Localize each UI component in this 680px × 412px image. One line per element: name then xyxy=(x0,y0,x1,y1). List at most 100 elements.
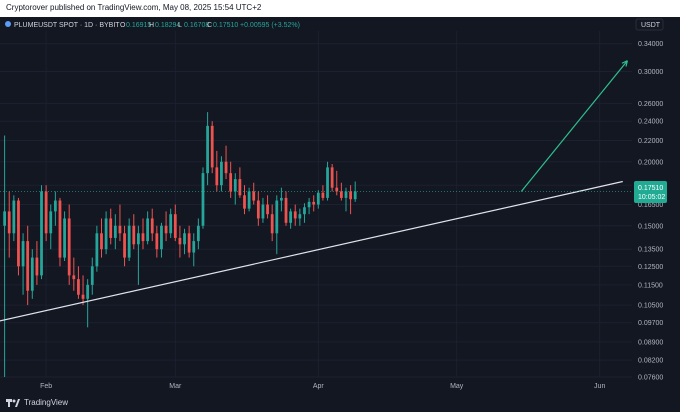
y-tick-label: 0.16500 xyxy=(638,202,663,209)
candle-body xyxy=(183,233,186,245)
last-price-tag: 0.17510 10:05:02 xyxy=(634,181,667,203)
price-tag-countdown: 10:05:02 xyxy=(638,194,665,201)
projection-arrow-head xyxy=(625,60,628,67)
y-tick-label: 0.07600 xyxy=(638,375,663,382)
candle-body xyxy=(233,179,237,192)
candle-body xyxy=(3,211,6,226)
candle-body xyxy=(95,233,99,267)
candle-body xyxy=(178,237,182,245)
candle-body xyxy=(206,125,209,174)
ohlc-o-value: 0.16915 xyxy=(126,22,151,29)
price-tag-price: 0.17510 xyxy=(638,185,663,192)
price-chart[interactable]: PLUMEUSDT SPOT · 1D · BYBIT O 0.16915 H … xyxy=(0,17,680,399)
candle-body xyxy=(155,233,159,250)
y-tick-label: 0.15000 xyxy=(638,223,663,230)
candle-body xyxy=(238,179,242,196)
candle-body xyxy=(169,214,173,234)
candle-body xyxy=(35,257,39,276)
candle-body xyxy=(30,257,34,291)
x-tick-label: Jun xyxy=(594,383,605,390)
candle-body xyxy=(261,204,265,219)
candle-body xyxy=(298,214,302,219)
x-tick-label: Mar xyxy=(169,383,182,390)
ohlc-c-value: 0.17510 xyxy=(213,22,238,29)
trendline xyxy=(0,180,623,322)
candle-body xyxy=(118,225,122,234)
candle-body xyxy=(339,191,343,198)
ohlc-h-label: H xyxy=(149,22,154,29)
y-tick-label: 0.13500 xyxy=(638,247,663,254)
candle-body xyxy=(256,200,260,219)
candle-body xyxy=(81,294,85,299)
ohlc-c-label: C xyxy=(207,22,212,29)
candle-body xyxy=(141,233,145,242)
candle-body xyxy=(289,211,293,223)
candle-body xyxy=(220,161,223,186)
y-tick-label: 0.10500 xyxy=(638,303,663,310)
y-tick-label: 0.22000 xyxy=(638,138,663,145)
y-tick-label: 0.12500 xyxy=(638,264,663,271)
plot-area[interactable] xyxy=(0,31,632,378)
candle-body xyxy=(44,191,48,234)
candle-body xyxy=(77,279,80,295)
candle-body xyxy=(127,225,131,258)
y-tick-label: 0.08900 xyxy=(638,339,663,346)
candle-body xyxy=(312,201,316,205)
ohlc-l-value: 0.16708 xyxy=(184,22,209,29)
candle-body xyxy=(344,191,348,198)
currency-label: USDT xyxy=(641,22,661,29)
candle-body xyxy=(330,167,334,188)
candle-body xyxy=(160,225,163,250)
candle-body xyxy=(316,192,320,205)
footer: TradingView xyxy=(0,396,680,412)
candle-body xyxy=(270,214,274,234)
candle-body xyxy=(137,233,140,245)
candle-body xyxy=(49,211,53,234)
candle-body xyxy=(275,200,279,234)
candle-body xyxy=(196,225,200,242)
candle-body xyxy=(187,233,191,253)
y-tick-label: 0.30000 xyxy=(638,69,663,76)
price-tag-bg xyxy=(634,181,667,203)
tradingview-logo: TradingView xyxy=(6,398,68,407)
y-tick-label: 0.08200 xyxy=(638,358,663,365)
candle-body xyxy=(113,225,117,238)
candle-body xyxy=(132,225,136,245)
candle-body xyxy=(63,218,66,258)
candle-body xyxy=(67,218,71,276)
candle-body xyxy=(192,241,196,253)
candle-body xyxy=(243,195,246,209)
candle-body xyxy=(90,266,94,285)
candle-body xyxy=(284,197,288,223)
axes: 0.34000 0.30000 0.26000 0.24000 0.22000 0.200… xyxy=(40,41,663,390)
currency-button[interactable] xyxy=(635,18,664,31)
y-tick-label: 0.09700 xyxy=(638,320,663,327)
footer-brand: TradingView xyxy=(24,398,69,407)
candle-body xyxy=(53,200,57,212)
projection-arrow xyxy=(520,60,628,192)
ohlc-l-label: L xyxy=(178,22,182,29)
candle-body xyxy=(224,161,228,174)
y-tick-label: 0.11500 xyxy=(638,282,663,289)
chart-area[interactable]: PLUMEUSDT SPOT · 1D · BYBIT O 0.16915 H … xyxy=(0,17,680,399)
y-tick-label: 0.24000 xyxy=(638,119,663,126)
candle-body xyxy=(247,191,251,209)
candle-body xyxy=(40,191,43,276)
candle-body xyxy=(266,204,269,215)
candle-body xyxy=(280,197,283,201)
candle-body xyxy=(104,218,108,250)
candle-body xyxy=(353,191,357,200)
ohlc-h-value: 0.18294 xyxy=(155,22,180,29)
candle-body xyxy=(307,201,311,208)
candle-body xyxy=(164,225,168,234)
x-tick-label: Apr xyxy=(313,383,325,390)
x-tick-label: May xyxy=(450,383,464,390)
candle-body xyxy=(58,200,62,258)
candle-body xyxy=(146,218,150,242)
legend: PLUMEUSDT SPOT · 1D · BYBIT O 0.16915 H … xyxy=(5,21,300,29)
candle-body xyxy=(150,218,154,234)
y-tick-label: 0.20000 xyxy=(638,159,663,166)
publish-banner: Cryptorover published on TradingView.com… xyxy=(0,0,680,17)
candle-body xyxy=(210,125,214,168)
candle-body xyxy=(26,241,30,291)
